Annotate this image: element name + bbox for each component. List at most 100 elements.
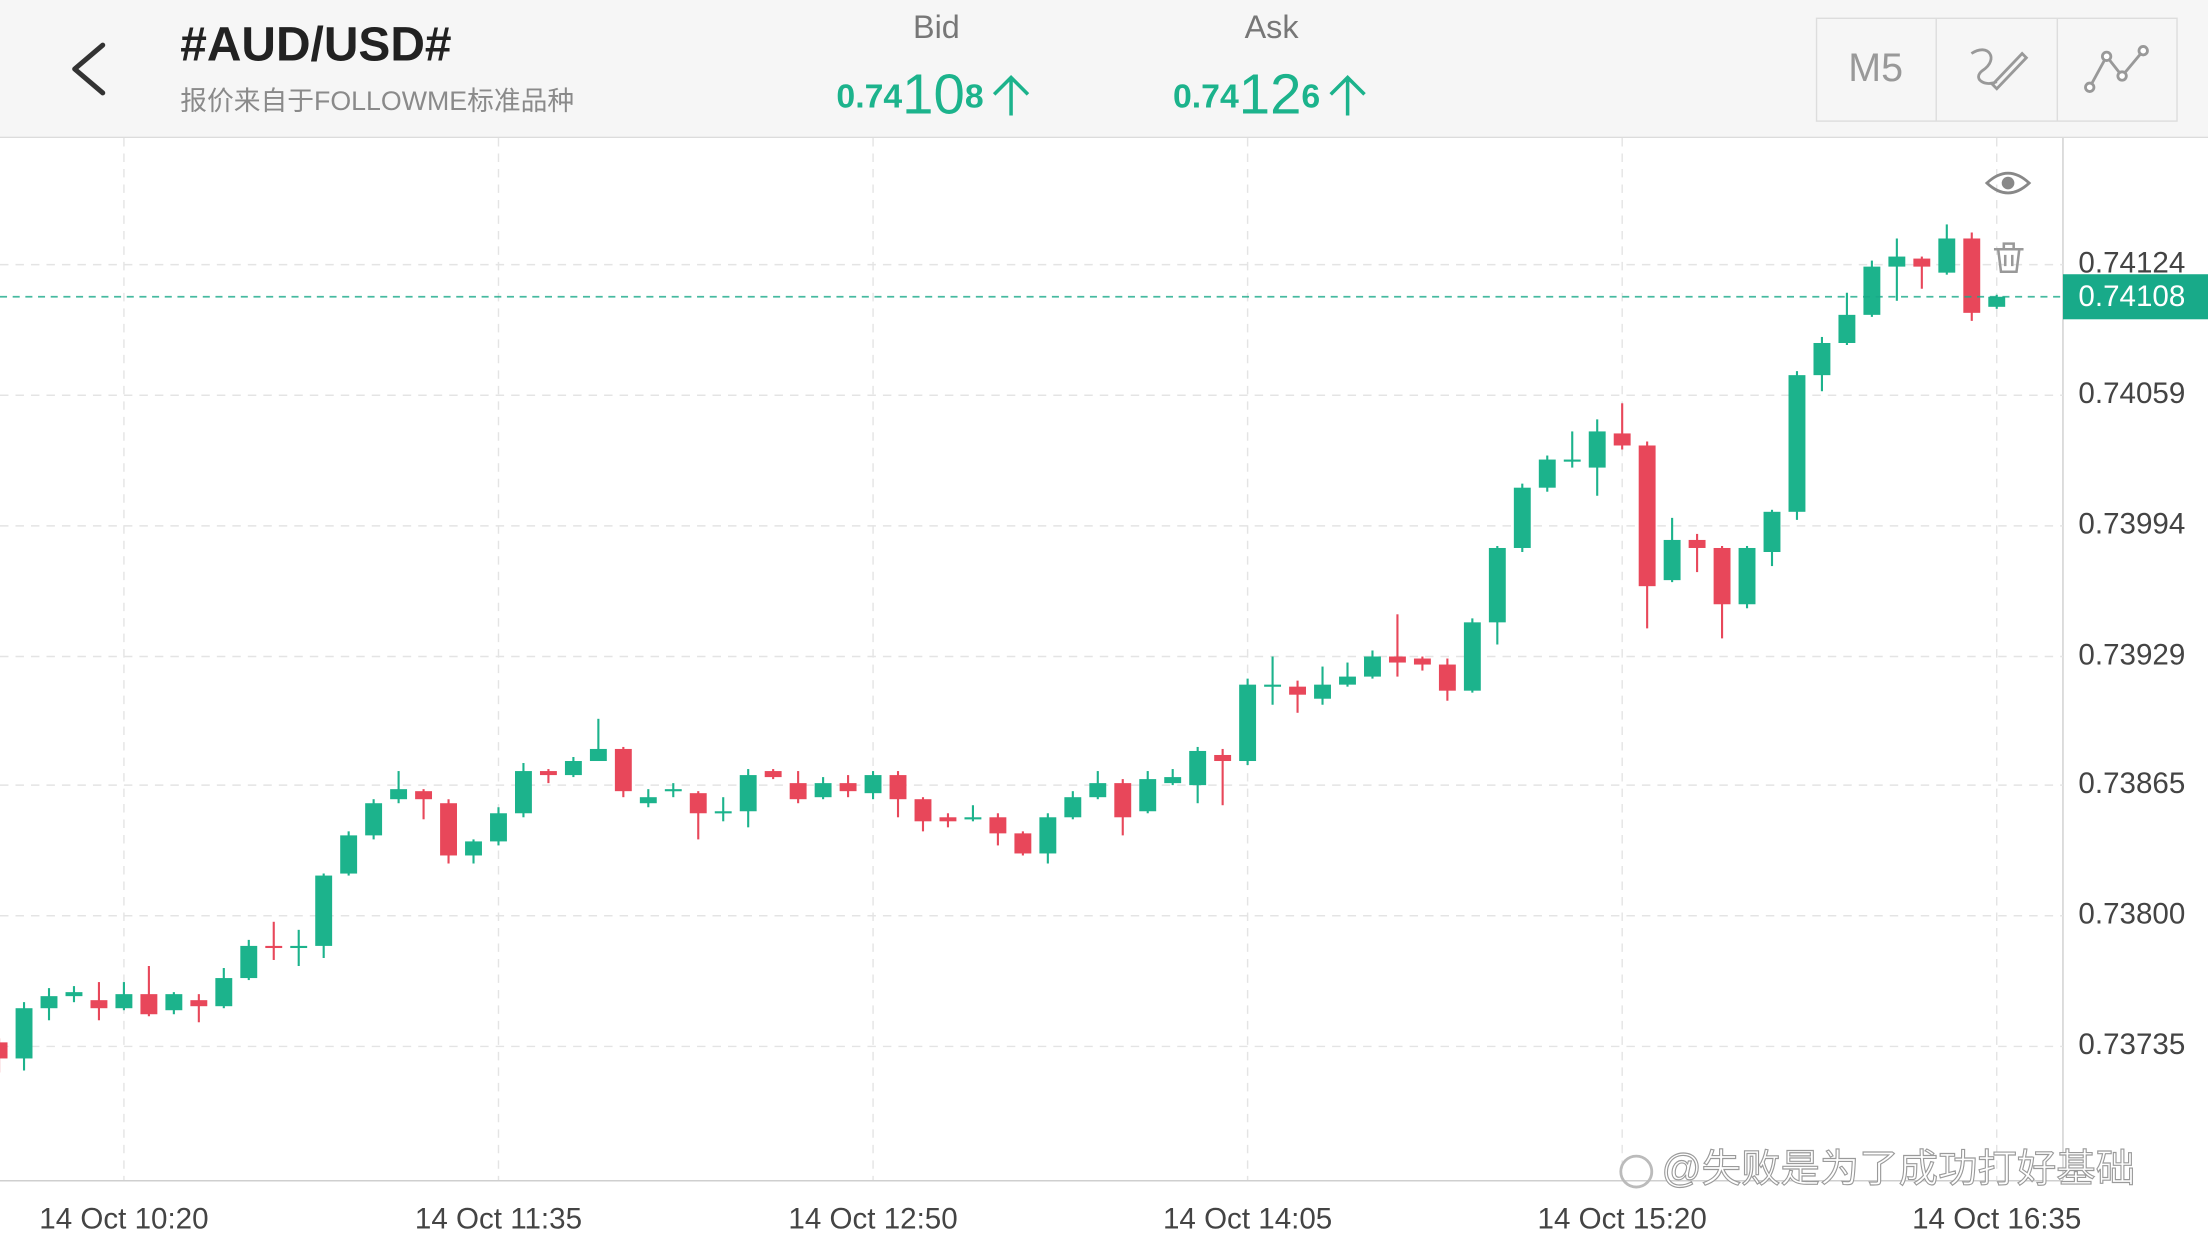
candle-body <box>1513 487 1531 548</box>
candle-body <box>440 803 457 856</box>
candle-body <box>0 1042 8 1059</box>
candle-body <box>1638 445 1656 587</box>
candle-body <box>515 771 532 814</box>
candle-body <box>1763 511 1781 553</box>
candle-body <box>465 841 482 856</box>
candle-body <box>739 775 757 812</box>
bid-label: Bid <box>913 9 960 45</box>
candle-body <box>1388 656 1406 663</box>
candle-body <box>839 783 857 792</box>
y-tick-label: 0.73865 <box>2078 767 2185 800</box>
candle-body <box>1214 754 1232 762</box>
candle-body <box>764 771 782 778</box>
ask-price: 0.74126 <box>1173 62 1320 125</box>
candle-body <box>1838 314 1856 343</box>
indicator-dots <box>2084 45 2149 93</box>
y-tick-label: 0.73994 <box>2078 508 2185 541</box>
candle-body <box>989 817 1007 834</box>
candle-body <box>539 771 557 776</box>
candle-body <box>1538 459 1556 488</box>
x-tick-label: 14 Oct 12:50 <box>788 1203 957 1236</box>
candle-body <box>1089 783 1107 798</box>
candle-body <box>40 996 58 1009</box>
ask-arrow <box>1329 74 1366 116</box>
candle-body <box>1613 433 1631 446</box>
candle-body <box>1314 684 1331 699</box>
candle-body <box>65 992 83 997</box>
candle-body <box>190 1000 208 1007</box>
candle-body <box>1663 539 1681 581</box>
candle-body <box>564 761 582 776</box>
candle-body <box>365 803 383 836</box>
candle-body <box>1339 676 1356 685</box>
candle-body <box>1239 684 1257 762</box>
x-tick-label: 14 Oct 11:35 <box>415 1203 582 1236</box>
bid-part: 0.74 <box>836 77 902 115</box>
candle-body <box>1014 833 1032 854</box>
candle-body <box>914 799 932 822</box>
candle-body <box>1164 777 1182 784</box>
y-tick-label: 0.73929 <box>2078 638 2185 671</box>
y-tick-label: 0.74124 <box>2078 246 2185 279</box>
ask-part: 6 <box>1301 77 1320 115</box>
delete-button[interactable] <box>1993 242 2024 274</box>
candle-body <box>1463 622 1481 691</box>
symbol-title: #AUD/USD# <box>180 19 451 72</box>
timeframe-button[interactable]: M5 <box>1848 46 1903 90</box>
candle-body <box>240 945 258 979</box>
candle-body <box>1888 256 1906 267</box>
candle-body <box>1688 539 1706 548</box>
candle-body <box>1189 750 1207 786</box>
visibility-pupil <box>2001 176 2015 190</box>
candle-body <box>1713 547 1731 605</box>
candle-body <box>90 1000 108 1009</box>
candle-body <box>390 789 408 800</box>
last-price-label: 0.74108 <box>2078 280 2185 313</box>
candle-body <box>1364 656 1381 677</box>
indicator-button[interactable] <box>2088 49 2145 88</box>
bid-price: 0.74108 <box>836 62 983 125</box>
candle-body <box>864 775 882 794</box>
candle-body <box>1738 547 1756 605</box>
candle-body <box>1264 684 1282 687</box>
candle-body <box>490 813 507 842</box>
draw-tool-button[interactable] <box>1970 48 2029 91</box>
candle-body <box>789 783 807 800</box>
watermark-logo <box>1619 1154 1654 1189</box>
candle-body <box>140 994 158 1015</box>
back-button[interactable] <box>72 42 106 96</box>
candle-body <box>614 748 632 792</box>
plot: 0.74124 0.74059 0.73994 0.73929 0.73865 0.738… <box>0 138 2208 1236</box>
candle-body <box>265 945 283 949</box>
candle-body <box>714 811 732 814</box>
candle-body <box>340 835 358 874</box>
candle-body <box>1588 431 1606 468</box>
candle-body <box>115 994 133 1009</box>
candle-body <box>814 783 832 798</box>
candle-body <box>1114 783 1132 818</box>
candle-body <box>1988 296 2006 307</box>
candle-body <box>1863 266 1881 315</box>
candle-body <box>290 945 308 949</box>
visibility-button[interactable] <box>1984 171 2032 195</box>
candle-body <box>1938 238 1956 273</box>
y-tick-label: 0.73800 <box>2078 898 2185 931</box>
candle-body <box>1438 664 1456 691</box>
last-price-box <box>2062 274 2208 320</box>
symbol-subtitle: 报价来自于FOLLOWME标准品种 <box>180 86 574 116</box>
ask-label: Ask <box>1245 9 1300 45</box>
candle-body <box>1413 658 1431 665</box>
ask-part: 0.74 <box>1173 77 1239 115</box>
bid-arrow <box>992 74 1030 116</box>
candle-body <box>664 789 682 792</box>
candle-body <box>1788 375 1806 512</box>
candle-body <box>964 817 982 820</box>
candle-body <box>1039 817 1057 854</box>
candle-body <box>939 817 957 822</box>
candle-body <box>689 793 707 814</box>
ask-part: 12 <box>1239 62 1302 125</box>
candle-body <box>15 1008 33 1059</box>
x-tick-label: 14 Oct 15:20 <box>1538 1203 1707 1236</box>
candle-body <box>415 791 433 800</box>
candle-body <box>889 775 907 800</box>
